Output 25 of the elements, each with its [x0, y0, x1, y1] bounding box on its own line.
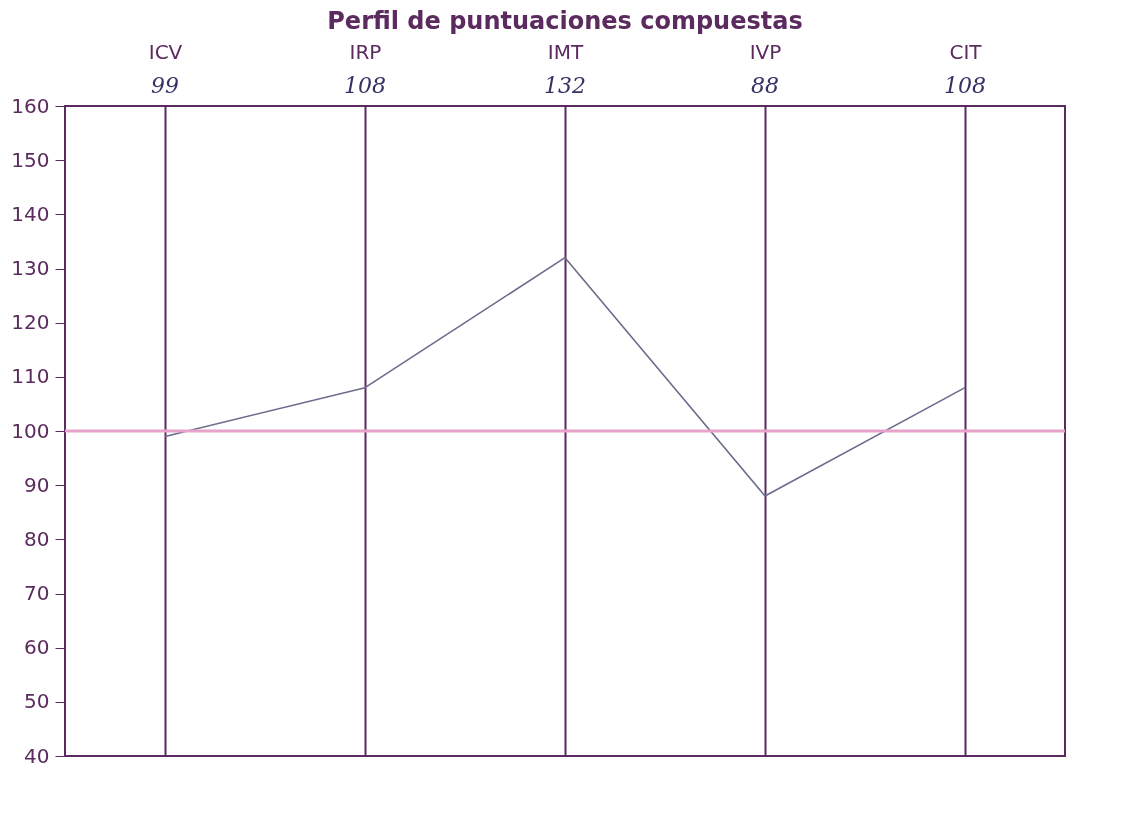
text: 99	[151, 73, 179, 98]
y-tick-label: 70	[24, 581, 50, 605]
chart-title: Perfil de puntuaciones compuestas	[327, 7, 803, 35]
line-series	[164, 256, 966, 497]
y-tick-label: 150	[11, 147, 50, 172]
y-tick-label: 160	[11, 93, 50, 118]
y-tick-label: 50	[24, 689, 50, 714]
x-tick-label: ICV	[148, 39, 183, 64]
y-tick-label: 140	[11, 201, 50, 226]
text: 108	[944, 73, 986, 98]
text: 108	[344, 73, 386, 98]
x-tick-label: IVP	[749, 39, 782, 64]
text: 88	[751, 73, 779, 98]
y-tick-label: 110	[11, 364, 50, 389]
x-tick-label: IMT	[547, 39, 584, 64]
y-tick-label: 130	[11, 256, 50, 280]
y-tick-label: 80	[24, 526, 50, 551]
y-tick-label: 120	[11, 310, 50, 335]
y-tick-label: 90	[24, 472, 50, 497]
y-tick-label: 100	[11, 418, 50, 443]
x-tick-label: IRP	[349, 39, 382, 64]
text: 132	[544, 73, 586, 98]
y-tick-label: 60	[24, 635, 50, 660]
y-tick-label: 40	[24, 743, 50, 768]
x-tick-label: CIT	[949, 39, 983, 64]
